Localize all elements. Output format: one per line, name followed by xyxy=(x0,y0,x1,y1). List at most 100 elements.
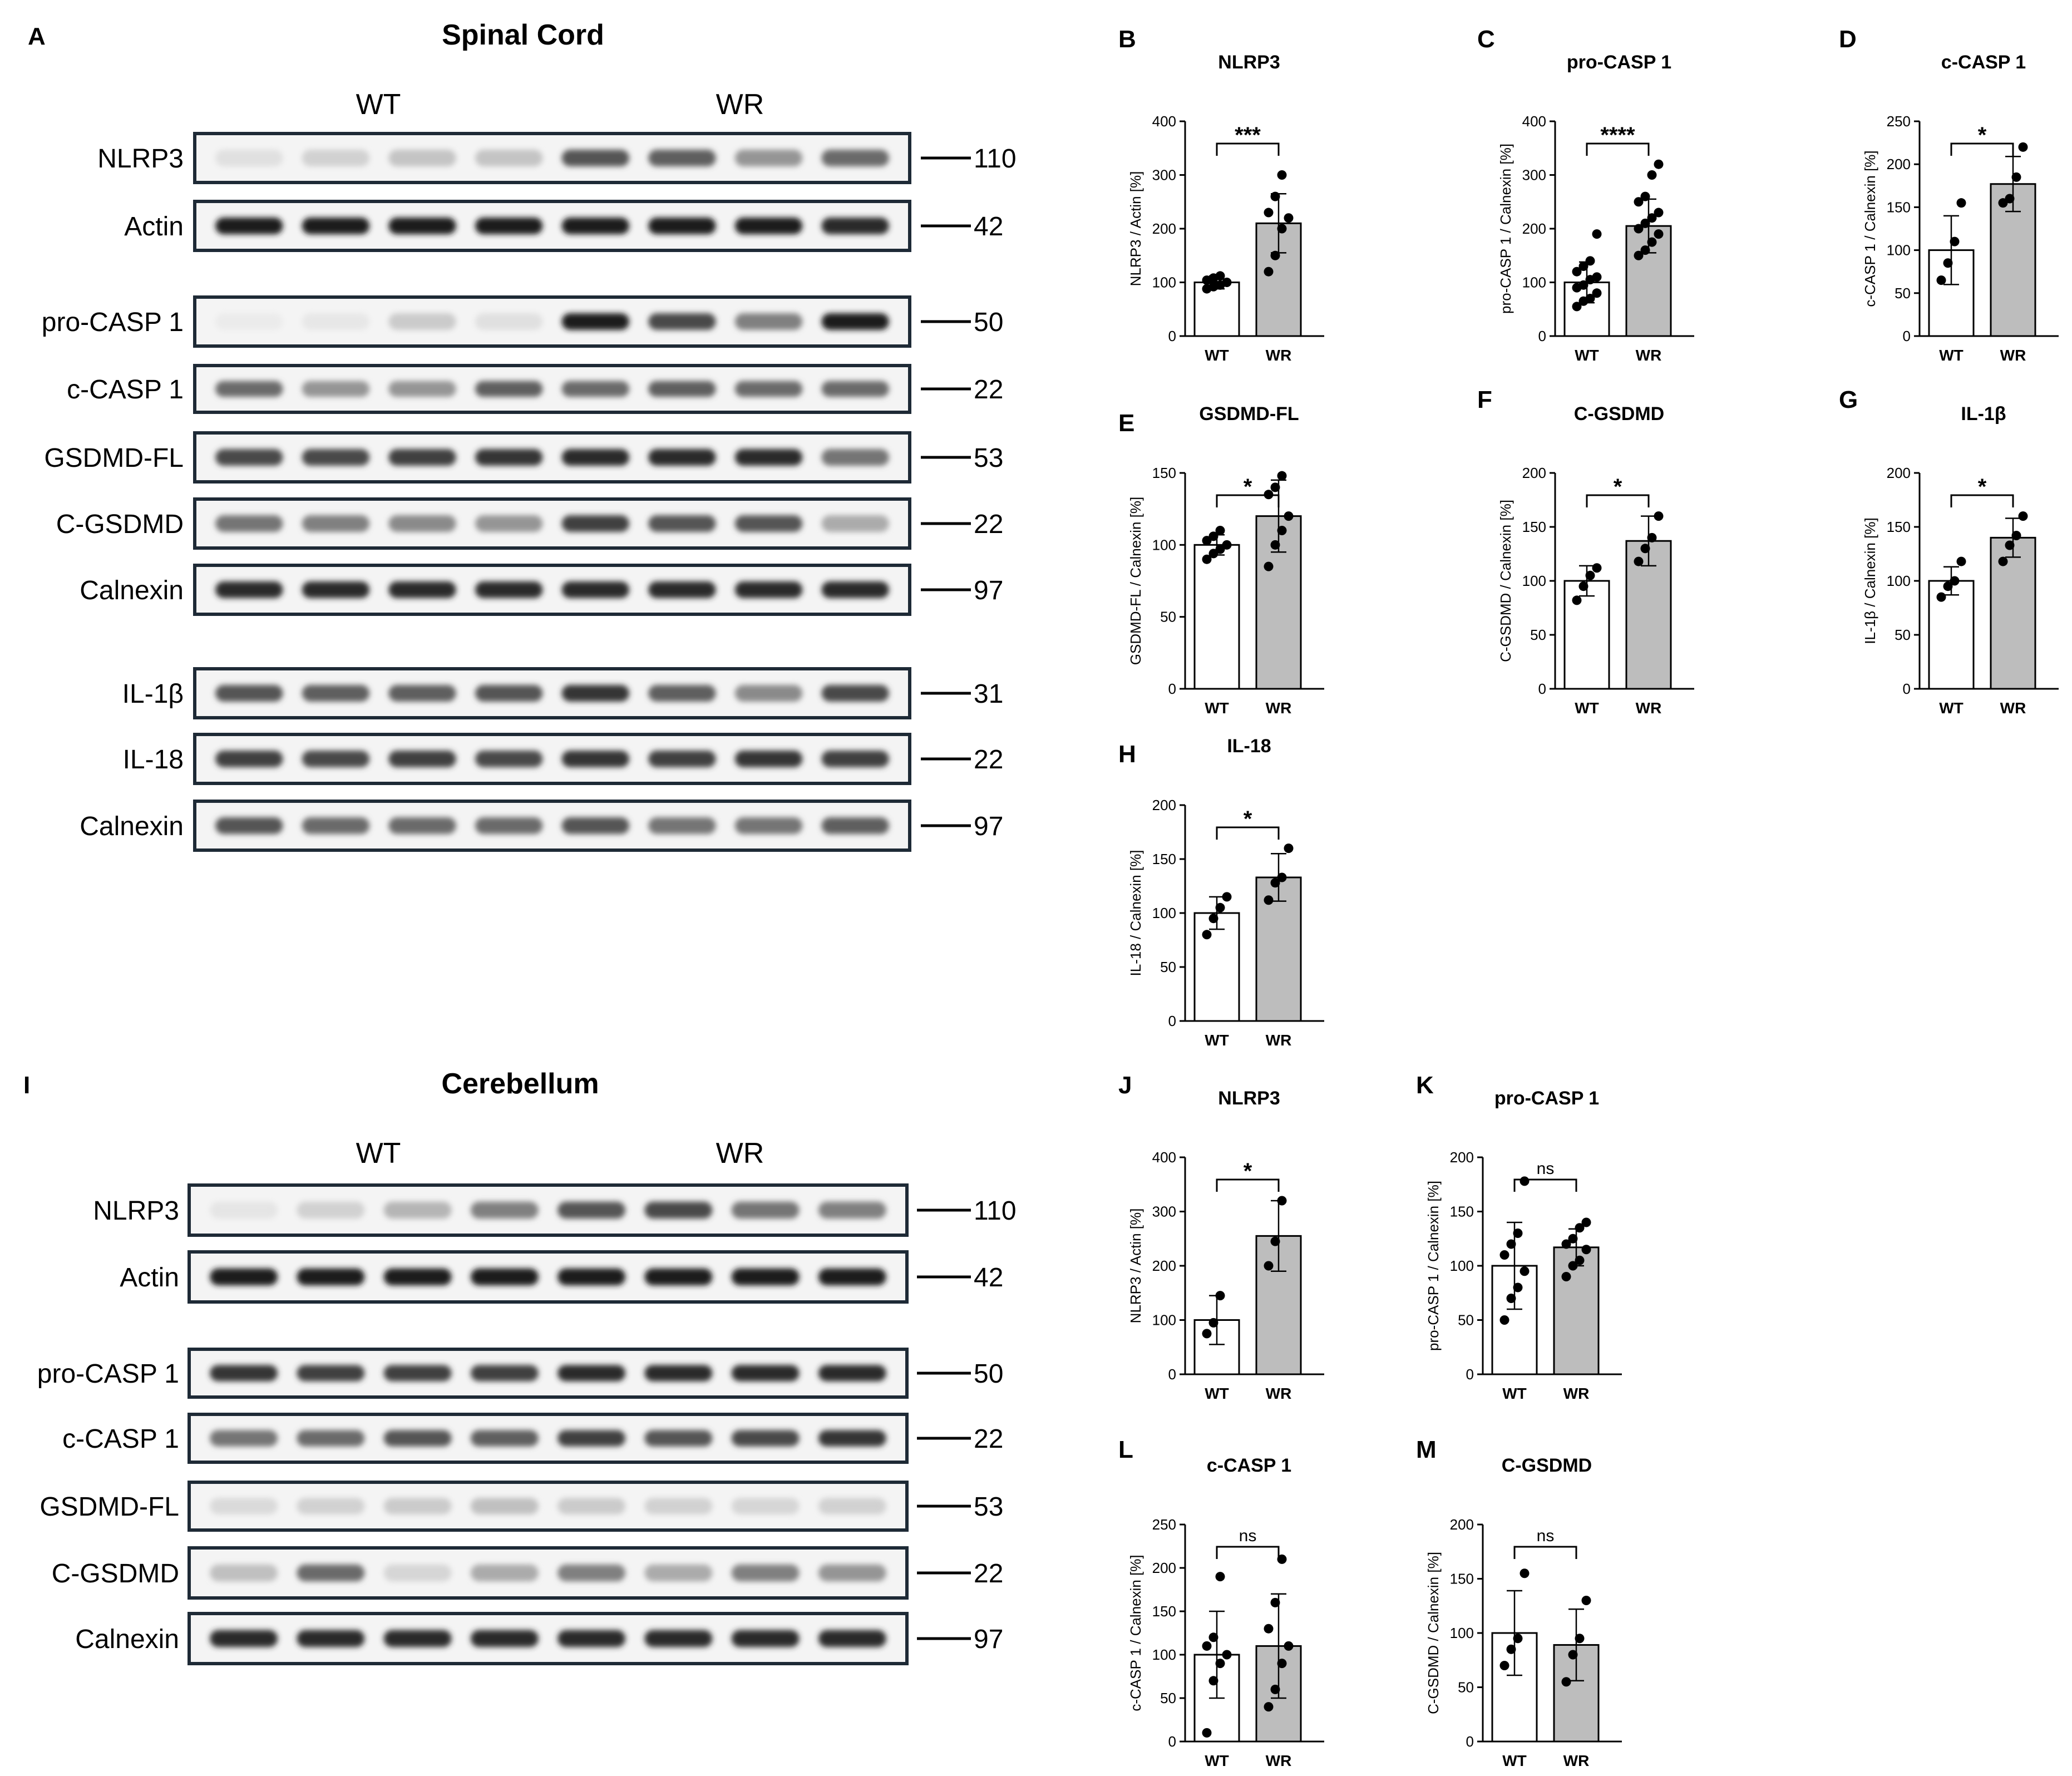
data-point xyxy=(1640,245,1650,255)
data-point xyxy=(1647,237,1657,247)
panel-letter: H xyxy=(1118,741,1136,768)
category-label: WT xyxy=(1205,1752,1229,1769)
mw-label: 50 xyxy=(974,308,1003,337)
category-label: WT xyxy=(1205,347,1229,364)
blot-band xyxy=(731,1201,800,1219)
data-point xyxy=(1998,556,2008,566)
y-tick-label: 150 xyxy=(1450,1203,1474,1220)
blot-band xyxy=(388,685,456,702)
blot-band xyxy=(470,1564,539,1582)
blot-row: IL-1β 31 xyxy=(122,667,1003,719)
data-point xyxy=(1520,1176,1530,1186)
data-point xyxy=(1506,1644,1516,1654)
blot-row: IL-18 22 xyxy=(123,733,1003,785)
y-axis-label: IL-18 / Calnexin [%] xyxy=(1127,850,1144,976)
blot-band xyxy=(215,313,283,330)
blot-band xyxy=(561,515,630,532)
data-point xyxy=(1578,581,1588,591)
blot-band xyxy=(475,751,543,767)
data-point xyxy=(1222,892,1232,902)
data-point xyxy=(1264,208,1274,218)
data-point xyxy=(1568,1650,1578,1660)
blot-label: pro-CASP 1 xyxy=(42,308,184,337)
y-tick-label: 400 xyxy=(1152,113,1176,130)
blot-band xyxy=(731,1365,800,1382)
category-label: WT xyxy=(1939,699,1964,717)
data-point xyxy=(1581,1245,1591,1255)
y-tick-label: 150 xyxy=(1522,519,1546,535)
y-tick-label: 50 xyxy=(1160,959,1176,975)
category-label: WT xyxy=(1205,1385,1229,1402)
blot-row: GSDMD-FL 53 xyxy=(40,1481,1003,1532)
significance-label: ns xyxy=(1537,1527,1555,1545)
data-point xyxy=(1568,1234,1578,1244)
bar xyxy=(1193,282,1240,337)
y-tick-label: 100 xyxy=(1887,242,1911,259)
y-axis-label: c-CASP 1 / Calnexin [%] xyxy=(1127,1555,1144,1711)
data-point xyxy=(1647,532,1657,542)
blot-band xyxy=(475,581,543,598)
data-point xyxy=(1506,1294,1516,1303)
significance-label: *** xyxy=(1235,123,1261,147)
data-point xyxy=(1499,1661,1509,1670)
blot-label: GSDMD-FL xyxy=(44,443,184,473)
category-label: WR xyxy=(1563,1752,1590,1769)
blot-row: NLRP3 110 xyxy=(93,1183,1017,1237)
data-point xyxy=(1215,1572,1225,1582)
panel-letter: F xyxy=(1477,386,1492,413)
blot-band xyxy=(734,817,803,834)
significance-bracket xyxy=(1950,142,2014,156)
data-point xyxy=(1264,895,1274,905)
data-point xyxy=(1499,1315,1509,1325)
blot-row: c-CASP 1 22 xyxy=(62,1413,1003,1464)
blot-band xyxy=(297,1564,365,1582)
blot-band xyxy=(470,1430,539,1447)
blot-row: Actin 42 xyxy=(124,200,1003,252)
data-point xyxy=(1513,1282,1523,1292)
data-point xyxy=(1264,1261,1274,1271)
bar xyxy=(1990,536,2036,690)
y-tick-label: 0 xyxy=(1538,328,1546,344)
blot-band xyxy=(215,449,283,466)
y-tick-label: 0 xyxy=(1538,680,1546,697)
blot-band xyxy=(302,685,370,702)
mw-label: 53 xyxy=(974,1492,1003,1522)
bar-chart-j: J NLRP3 0 100 200 300 400 NLRP3 / Actin [%] WT WR… xyxy=(1118,1072,1324,1402)
blot-band xyxy=(383,1430,452,1447)
blot-row: Calnexin 97 xyxy=(80,564,1003,616)
y-tick-label: 0 xyxy=(1168,1013,1176,1029)
data-point xyxy=(1277,1659,1287,1669)
bar-chart-m: M C-GSDMD 0 50 100 150 200 C-GSDMD / Calnexin [… xyxy=(1416,1436,1622,1769)
blot-row: Actin 42 xyxy=(120,1250,1003,1304)
blot-band xyxy=(475,313,543,330)
blot-band xyxy=(302,218,370,234)
data-point xyxy=(1585,570,1595,580)
blot-band xyxy=(731,1564,800,1582)
data-point xyxy=(1215,271,1225,281)
chart-title: pro-CASP 1 xyxy=(1567,52,1671,73)
data-point xyxy=(1264,267,1274,277)
blot-band xyxy=(210,1498,278,1514)
data-point xyxy=(1936,592,1946,602)
blot-band xyxy=(215,817,283,834)
data-point xyxy=(1634,556,1644,566)
blot-band xyxy=(821,581,889,598)
significance-bracket xyxy=(1216,1546,1280,1559)
blot-row: GSDMD-FL 53 xyxy=(44,431,1003,484)
chart-title: C-GSDMD xyxy=(1502,1455,1592,1476)
chart-title: pro-CASP 1 xyxy=(1494,1088,1599,1109)
significance-label: ns xyxy=(1239,1527,1257,1545)
data-point xyxy=(1592,563,1602,573)
blot-band xyxy=(644,1268,713,1286)
blot-band xyxy=(383,1365,452,1382)
y-tick-label: 50 xyxy=(1160,1690,1176,1706)
data-point xyxy=(1592,288,1602,298)
blot-label: C-GSDMD xyxy=(52,1559,179,1588)
blot-band xyxy=(558,1630,626,1647)
y-tick-label: 0 xyxy=(1903,680,1911,697)
data-point xyxy=(1634,250,1644,260)
data-point xyxy=(1270,250,1280,260)
blot-band xyxy=(734,449,803,466)
